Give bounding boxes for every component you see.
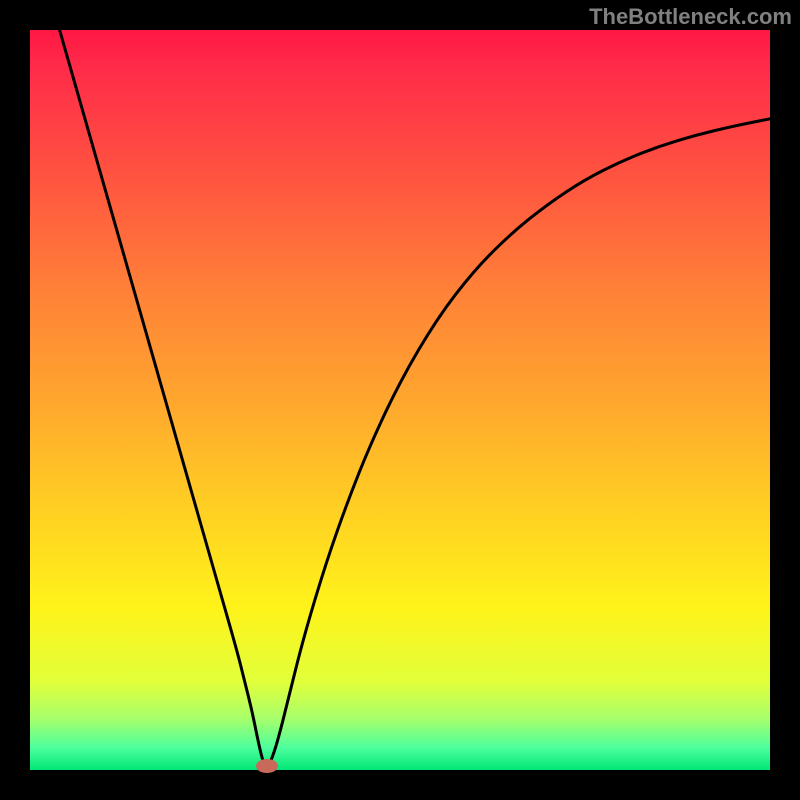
watermark-text: TheBottleneck.com: [589, 4, 792, 30]
curve-layer: [30, 30, 770, 770]
minimum-marker: [256, 759, 278, 773]
plot-area: [30, 30, 770, 770]
chart-container: TheBottleneck.com: [0, 0, 800, 800]
bottleneck-curve: [60, 30, 770, 765]
